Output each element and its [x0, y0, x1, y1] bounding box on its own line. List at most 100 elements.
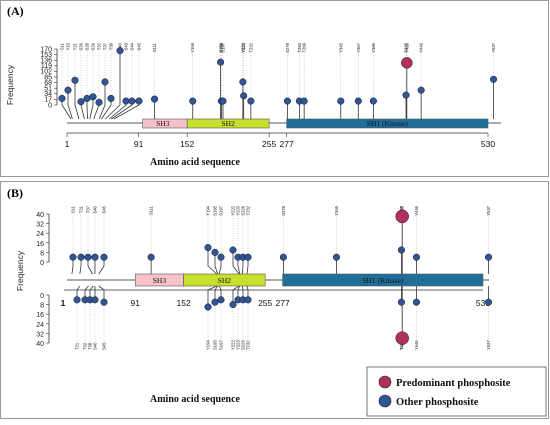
panel-a-label: (A) — [7, 4, 24, 18]
panel-a-phosphosite — [355, 98, 362, 105]
panel-a-phosphosite — [240, 92, 247, 99]
panel-a-position-number: 152 — [180, 139, 194, 149]
panel-a-site-label: S28 — [85, 42, 90, 50]
panel-a-site-label: T32 — [97, 42, 102, 50]
panel-b-y-tick-label: 32 — [36, 331, 44, 338]
panel-b-phosphosite-top — [218, 254, 225, 261]
panel-b-site-label-top: S11 — [71, 205, 76, 213]
panel-a-phosphosite — [108, 95, 115, 102]
panel-a-phosphosite — [337, 98, 344, 105]
panel-a-phosphosite — [123, 98, 130, 105]
panel-a-phosphosite — [84, 95, 91, 102]
panel-b-y-tick-label: 8 — [40, 250, 44, 257]
panel-a-site-label: Y537 — [491, 42, 496, 52]
panel-b-phosphosite-top — [205, 244, 212, 251]
panel-b-site-label-top: Y345 — [334, 205, 339, 215]
panel-a-lollipops — [59, 47, 497, 105]
panel-a-ruler-ticks — [67, 133, 488, 137]
panel-b-phosphosite-top — [92, 254, 99, 261]
panel-a-phosphosite — [151, 96, 158, 103]
panel-a-site-label: S43 — [124, 42, 129, 50]
panel-a-position-number: 91 — [134, 139, 144, 149]
legend-box — [367, 367, 546, 416]
panel-b-phosphosite-bottom — [230, 301, 237, 308]
panel-b-site-label-top: S45 — [102, 205, 107, 213]
panel-b-phosphosite-bottom — [92, 297, 99, 304]
panel-b-position-number: 152 — [177, 298, 191, 308]
panel-a-phosphosite — [129, 98, 136, 105]
panel-b-site-label-top: Y446 — [414, 205, 419, 215]
panel-b-site-label-top: S40 — [93, 205, 98, 213]
panel-b-phosphosite-top — [280, 254, 287, 261]
panel-b-y-tick-label: 0 — [40, 260, 44, 267]
panel-b-domain-sh3-label: SH3 — [153, 276, 167, 285]
panel-a-site-label: Y367 — [356, 42, 361, 52]
panel-a-y-axis-label: Frequency — [5, 64, 15, 105]
panel-b-y-tick-label: 16 — [36, 241, 44, 248]
panel-b-phosphosite-bottom — [218, 297, 225, 304]
panel-a-domain-sh1-label: SH1 (Kinase) — [367, 119, 409, 128]
panel-b-y-tick-label: 32 — [36, 222, 44, 229]
panel-a-phosphosite — [90, 93, 97, 100]
panel-a-site-label: Y446 — [419, 42, 424, 52]
panel-b-y-tick-label: 24 — [36, 322, 44, 329]
panel-a-domain-sh3-label: SH3 — [156, 119, 170, 128]
legend-other-marker — [379, 395, 391, 407]
panel-b-domain-sh2-label: SH2 — [218, 276, 232, 285]
panel-a-phosphosite — [96, 99, 103, 106]
panel-b-site-label-top: S197 — [219, 205, 224, 215]
panel-a-site-label: Y345 — [338, 42, 343, 52]
panel-b-site-label-top: Y194 — [206, 205, 211, 215]
panel-b-site-label-bottom: T21 — [75, 342, 80, 350]
panel-b-y-tick-label: 24 — [36, 231, 44, 238]
panel-a-site-label: S197 — [220, 42, 225, 52]
panel-b-y-tick-label: 40 — [36, 212, 44, 219]
panel-b-predominant-phosphosite-bottom — [396, 332, 409, 345]
panel-b-phosphosite-top — [78, 254, 85, 261]
panel-b-y-tick-label: 40 — [36, 341, 44, 348]
legend-predominant-label: Predominant phosphosite — [396, 378, 511, 389]
panel-a-phosphosite — [403, 92, 410, 99]
panel-b-phosphosite-top — [148, 254, 155, 261]
panel-b-position-number: 91 — [131, 298, 141, 308]
panel-b-label: (B) — [7, 186, 23, 200]
panel-b-phosphosite-bottom — [413, 299, 420, 306]
panel-b-phosphosite-top — [85, 254, 92, 261]
panel-b-y-tick-label: 0 — [40, 293, 44, 300]
panel-a-x-axis-label: Amino acid sequence — [150, 157, 241, 168]
panel-b-position-number: 255 — [258, 298, 272, 308]
panel-b-phosphosite-top — [245, 254, 252, 261]
panel-b-phosphosite-top — [485, 254, 492, 261]
panel-a-site-stem — [109, 101, 126, 119]
panel-a-position-number: 1 — [65, 139, 70, 149]
panel-b-domain-sh1-label: SH1 (Kinase) — [362, 276, 404, 285]
panel-a-site-label: T21 — [73, 42, 78, 50]
panel-a-site-guides — [62, 45, 494, 98]
panel-b-site-label-bottom: S45 — [102, 342, 107, 350]
panel-a-site-label: Y386 — [371, 42, 376, 52]
panel-a-phosphosite — [418, 87, 425, 94]
panel-a-phosphosite — [240, 79, 247, 86]
panel-a-site-label: S44 — [130, 42, 135, 50]
panel-b-site-label-top: Y537 — [486, 205, 491, 215]
panel-b-site-label-top: T21 — [79, 205, 84, 213]
panel-b-phosphosite-top — [212, 249, 219, 256]
panel-b-phosphosite-top — [230, 247, 237, 254]
panel-b-site-label-bottom: S195 — [213, 340, 218, 350]
panel-a-site-stem — [105, 51, 120, 119]
panel-b-site-label-bottom: T232 — [246, 340, 251, 350]
panel-a-phosphosite — [301, 98, 308, 105]
panel-a-site-label: T299 — [302, 42, 307, 52]
panel-b-phosphosite-bottom — [485, 299, 492, 306]
panel-a-phosphosite — [65, 87, 72, 94]
panel-b-y-axis-label: Frequency — [15, 250, 25, 291]
panel-b-y-tick-label: 16 — [36, 312, 44, 319]
panel-b-site-label-top: T37 — [86, 205, 91, 213]
panel-b-predominant-phosphosite-top — [396, 210, 409, 223]
panel-b-phosphosite-top — [333, 254, 340, 261]
